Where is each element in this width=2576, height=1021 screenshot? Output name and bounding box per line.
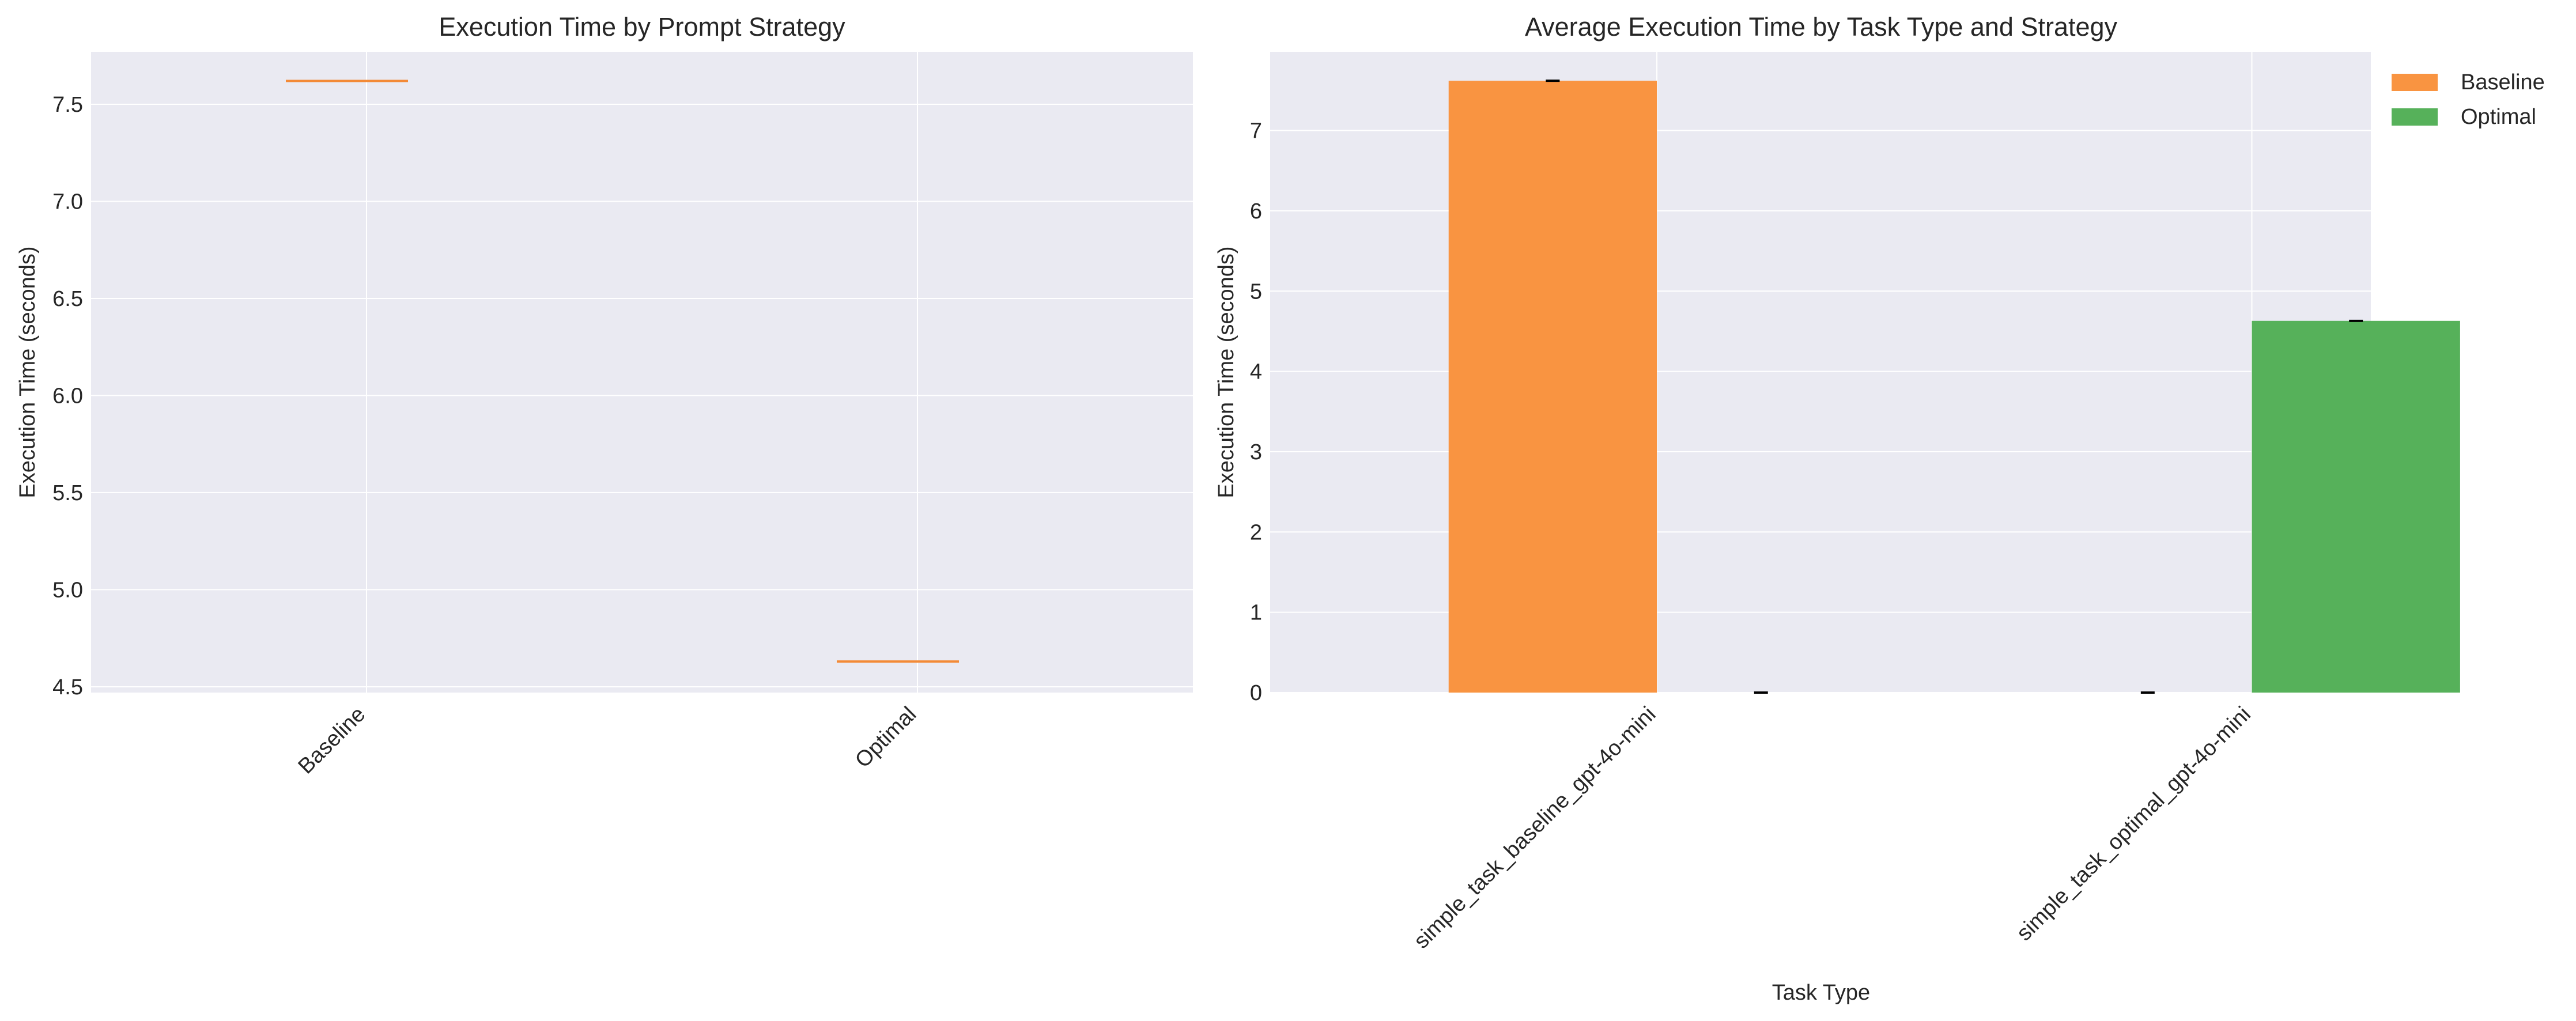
legend-label: Optimal [2461, 105, 2536, 129]
right-x-tick-labels: simple_task_baseline_gpt-4o-mini simple_t… [1409, 702, 2255, 954]
left-y-tick-label: 7.5 [52, 93, 83, 117]
left-y-tick-label: 5.0 [52, 578, 83, 602]
right-y-tick-label: 3 [1250, 440, 1262, 464]
left-y-tick-label: 4.5 [52, 675, 83, 699]
right-chart-title: Average Execution Time by Task Type and … [1525, 12, 2118, 41]
legend: Baseline Optimal [2392, 70, 2545, 129]
right-y-tick-label: 5 [1250, 279, 1262, 304]
right-y-tick-label: 0 [1250, 681, 1262, 705]
right-x-tick-label: simple_task_optimal_gpt-4o-mini [2012, 702, 2255, 946]
legend-swatch-baseline [2392, 74, 2438, 91]
right-y-tick-label: 1 [1250, 601, 1262, 625]
right-x-axis-label: Task Type [1772, 981, 1870, 1005]
legend-label: Baseline [2461, 70, 2545, 94]
right-marks [1448, 80, 2460, 694]
right-y-tick-labels: 0 1 2 3 4 5 6 7 [1250, 119, 1262, 705]
bar-optimal [2252, 320, 2460, 693]
left-x-tick-label: Optimal [851, 702, 921, 773]
left-y-tick-labels: 4.5 5.0 5.5 6.0 6.5 7.0 7.5 [52, 93, 83, 699]
left-x-tick-labels: Baseline Optimal [294, 702, 921, 779]
right-y-tick-label: 4 [1250, 360, 1262, 384]
left-y-axis-label: Execution Time (seconds) [16, 246, 40, 498]
legend-swatch-optimal [2392, 108, 2438, 126]
left-y-tick-label: 7.0 [52, 190, 83, 214]
left-y-tick-label: 6.0 [52, 384, 83, 408]
right-plot-area [1270, 52, 2371, 693]
left-chart-title: Execution Time by Prompt Strategy [439, 12, 845, 41]
left-y-tick-label: 6.5 [52, 287, 83, 311]
right-y-tick-label: 7 [1250, 119, 1262, 143]
left-marks [286, 80, 959, 663]
box-plot-panel: 4.5 5.0 5.5 6.0 6.5 7.0 7.5 Baseline Optimal Ex… [16, 12, 1193, 778]
right-y-axis-label: Execution Time (seconds) [1214, 246, 1238, 498]
left-plot-area [91, 52, 1193, 693]
left-grid [91, 52, 1193, 693]
right-y-tick-label: 2 [1250, 520, 1262, 544]
left-y-tick-label: 5.5 [52, 481, 83, 505]
bar-chart-panel: 0 1 2 3 4 5 6 7 simple_task_baseline_gpt-4o-min… [1214, 12, 2545, 1005]
right-y-tick-label: 6 [1250, 199, 1262, 224]
left-x-tick-label: Baseline [294, 702, 371, 779]
bar-baseline [1448, 81, 1657, 693]
right-x-tick-label: simple_task_baseline_gpt-4o-mini [1409, 702, 1660, 954]
